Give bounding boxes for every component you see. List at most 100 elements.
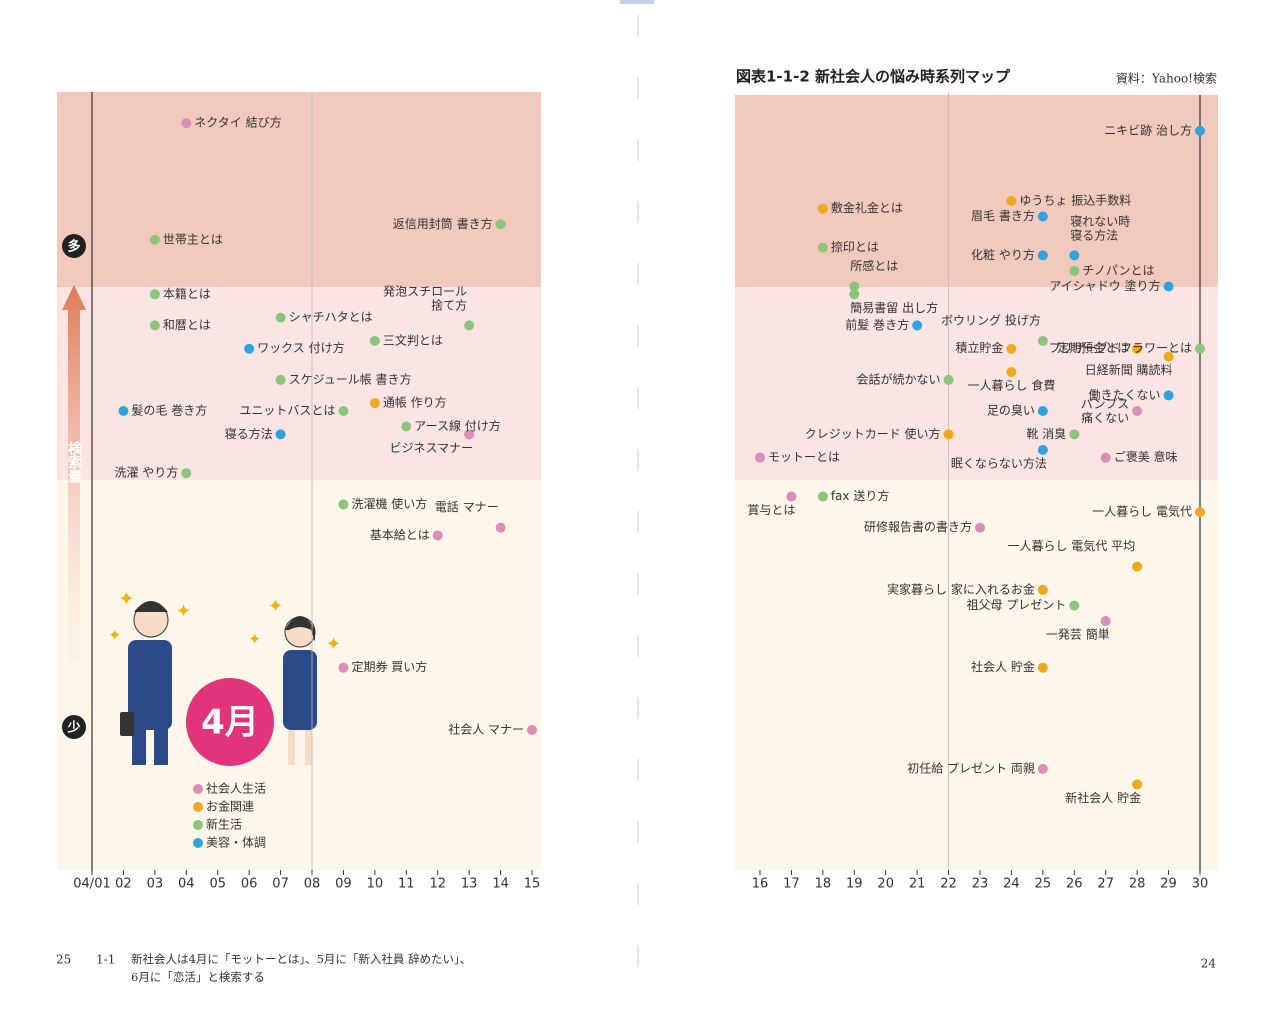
right-panel-bg [735,95,1218,870]
x-tick-label: 11 [398,877,415,892]
x-tick-label: 15 [524,877,541,892]
point-label: アイシャドウ 塗り方 [1049,278,1160,293]
data-point [1132,343,1143,354]
illustration: ✦ ✦ ✦ ✦ ✦ ✦ [108,587,341,765]
point-label: 寝れない時寝る方法 [1070,213,1130,242]
x-tick-label: 14 [492,877,509,892]
point-label: 社会人 マナー [448,721,524,736]
legend-label: お金関連 [206,799,254,814]
x-tick-label: 04 [178,877,195,892]
data-point [849,289,860,300]
data-point [943,429,954,440]
data-point [1037,662,1048,673]
data-point [1195,343,1205,354]
point-label: 捺印とは [831,240,879,254]
x-tick-label: 07 [272,877,289,892]
data-point [974,522,985,533]
svg-text:✦: ✦ [118,587,135,611]
legend-swatch [193,802,203,812]
point-label: 一発芸 簡単 [1046,627,1110,642]
x-tick-label: 23 [972,877,989,892]
point-label: チノパンとは [1082,263,1154,277]
data-point [817,203,828,214]
x-tick-label: 02 [115,877,132,892]
legend-swatch [193,838,203,848]
data-point [1037,211,1048,222]
data-point [1163,351,1174,362]
page-number: 24 [1201,957,1217,971]
point-label: 通帳 作り方 [383,395,447,410]
x-tick-label: 19 [846,877,863,892]
x-tick-label: 13 [461,877,478,892]
x-tick-label: 05 [209,877,226,892]
low-badge [62,715,86,739]
data-point [338,499,349,510]
data-point [1069,429,1080,440]
x-tick-label: 20 [877,877,894,892]
x-tick-label: 03 [147,877,164,892]
data-point [849,281,860,292]
data-point [527,724,538,735]
x-tick-label: 18 [815,877,832,892]
point-label: ゆうちょ 振込手数料 [1019,192,1131,207]
point-label: 日経新聞 購読料 [1085,362,1173,377]
point-label: 電話 マナー [435,499,499,514]
point-label: 簡易書留 出し方 [850,300,938,315]
chart-title: 図表1-1-2 新社会人の悩み時系列マップ [736,68,1011,86]
legend-swatch [193,784,203,794]
point-label: 一人暮らし 食費 [968,378,1056,393]
data-point [369,398,380,409]
data-point [464,429,475,440]
point-label: 定期預金とは [1057,340,1129,355]
data-point [1037,405,1048,416]
point-label: 化粧 やり方 [971,247,1035,262]
point-label: 定期券 買い方 [351,659,427,674]
x-tick-label: 08 [304,877,321,892]
y-high-label: 多 [67,239,80,255]
point-label: 所感とは [850,258,898,273]
x-tick-label: 29 [1160,877,1177,892]
x-tick-label: 30 [1192,877,1209,892]
x-tick-label: 17 [783,877,800,892]
chart-source: 資料：Yahoo!検索 [1116,72,1217,86]
data-point [275,429,286,440]
point-label: 初任給 プレゼント 両親 [907,761,1035,775]
volume-arrow [62,285,86,660]
x-tick-label: 12 [429,877,446,892]
data-point [817,491,828,502]
x-tick-label: 24 [1003,877,1020,892]
data-point [1132,779,1143,790]
point-label: 本籍とは [163,286,211,301]
x-tick-label: 16 [752,877,769,892]
x-tick-label: 27 [1097,877,1114,892]
data-point [1069,600,1080,611]
data-point [1037,335,1048,346]
data-point [1100,616,1111,627]
point-label: 会話が続かない [857,371,941,386]
data-point [275,312,286,323]
x-tick-label: 22 [940,877,957,892]
x-tick-label: 04/01 [73,877,110,892]
x-tick-label: 28 [1129,877,1146,892]
point-label: モットーとは [768,450,840,464]
point-label: 社会人 貯金 [971,659,1035,674]
point-label: 眉毛 書き方 [971,208,1035,223]
svg-text:✦: ✦ [176,601,191,622]
point-label: 洗濯 やり方 [114,465,178,480]
legend-swatch [193,820,203,830]
data-point [1132,561,1143,572]
x-tick-label: 10 [367,877,384,892]
point-label: 発泡スチロール捨て方 [383,284,467,312]
data-point [1195,507,1205,518]
legend-label: 新生活 [206,817,242,832]
data-point [495,219,506,230]
point-label: ご褒美 意味 [1114,449,1178,464]
data-point [1132,405,1143,416]
x-tick-label: 21 [909,877,926,892]
x-tick-label: 26 [1066,877,1083,892]
point-label: ネクタイ 結び方 [194,115,281,130]
point-label: 一人暮らし 電気代 [1092,504,1192,519]
point-label: 賞与とは [747,503,795,517]
month-badge-text: 4月 [201,703,259,743]
